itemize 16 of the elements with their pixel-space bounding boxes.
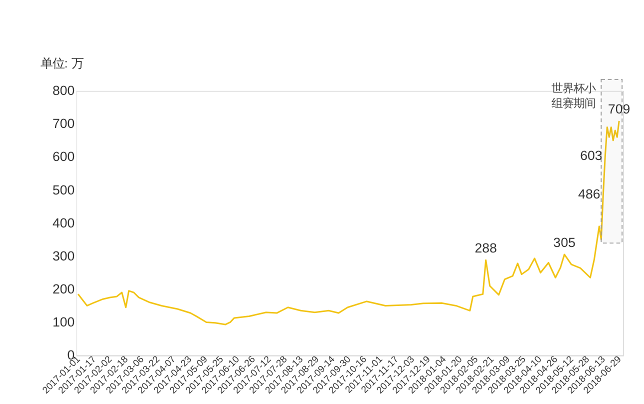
y-tick-label: 700 [52, 116, 75, 132]
annotation: 603 [580, 148, 602, 163]
annotation: 305 [553, 234, 576, 250]
y-axis-title: 单位: 万 [40, 56, 84, 71]
y-tick-label: 100 [52, 314, 75, 330]
y-tick-label: 300 [52, 248, 75, 264]
annotation: 486 [578, 186, 600, 202]
y-tick-label: 800 [52, 83, 75, 98]
line-series [77, 120, 620, 326]
band-label: 世界杯小组赛期间 [551, 82, 596, 110]
annotation: 288 [474, 240, 497, 256]
y-tick-label: 500 [52, 182, 75, 198]
y-tick-label: 600 [52, 149, 75, 164]
y-tick-label: 400 [52, 215, 75, 230]
annotation: 709 [608, 101, 630, 116]
y-tick-label: 200 [52, 281, 75, 296]
